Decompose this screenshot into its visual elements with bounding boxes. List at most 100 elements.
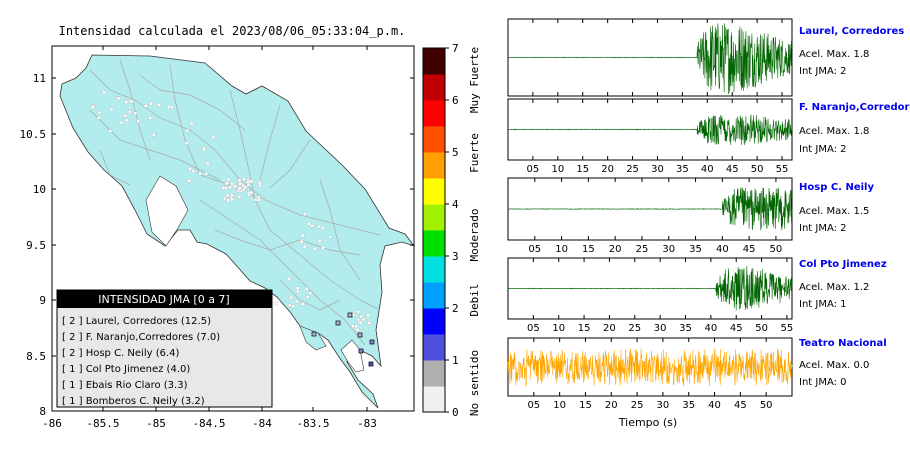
colorbar-segment [423, 178, 445, 205]
colorbar-ticks: 0 1 2 3 4 5 6 7 [452, 42, 459, 419]
town-marker [143, 104, 148, 108]
colorbar-tick: 7 [452, 42, 459, 55]
lon-tick-label: -85.5 [86, 417, 119, 430]
station-marker [347, 312, 353, 318]
time-tick-label: 25 [636, 244, 649, 255]
town-marker [249, 179, 253, 184]
lat-tick-label: 8.5 [26, 350, 46, 363]
town-marker [237, 195, 241, 199]
time-tick-label: 05 [527, 400, 540, 411]
town-marker [328, 235, 332, 239]
lat-tick-label: 10.5 [20, 128, 47, 141]
town-marker [226, 198, 231, 202]
jma-intensity: Int JMA: 2 [799, 223, 847, 234]
lat-tick-label: 8 [39, 405, 46, 418]
time-tick-label: 15 [578, 323, 591, 334]
town-marker [237, 186, 242, 190]
time-tick-label: 10 [551, 164, 564, 175]
time-tick-label: 20 [603, 323, 616, 334]
town-marker [185, 129, 189, 133]
town-marker [128, 110, 132, 114]
station-marker [357, 332, 363, 338]
colorbar-tick: 6 [452, 94, 459, 107]
town-marker [302, 244, 307, 249]
category-label: Moderado [468, 209, 481, 262]
town-marker [289, 295, 294, 300]
town-marker [116, 96, 121, 100]
colorbar-tick: 3 [452, 250, 459, 263]
station-name: Col Pto Jimenez [799, 259, 887, 270]
station-marker [369, 339, 375, 345]
town-marker [189, 121, 194, 126]
town-marker [119, 121, 124, 125]
time-tick-label: 05 [528, 244, 541, 255]
town-marker [246, 182, 251, 187]
roads-layer [89, 59, 381, 346]
time-axis-label: Tiempo (s) [618, 416, 677, 429]
time-tick-label: 15 [576, 164, 589, 175]
town-marker [202, 147, 206, 152]
town-marker [313, 246, 317, 251]
intensity-colorbar [422, 47, 449, 413]
town-marker [321, 245, 325, 250]
jma-intensity: Int JMA: 2 [799, 66, 847, 77]
colorbar-segment [423, 386, 445, 413]
town-marker [228, 185, 232, 189]
waveform-trace [507, 114, 793, 145]
time-tick-label: 10 [555, 244, 568, 255]
town-marker [295, 299, 299, 304]
accel-max: Acel. Max. 0.0 [799, 360, 869, 371]
waveform-trace [507, 348, 793, 386]
town-marker [237, 178, 242, 183]
town-marker [151, 132, 156, 137]
time-tick-label: 35 [679, 323, 692, 334]
town-marker [170, 105, 174, 110]
town-marker [354, 324, 358, 328]
seismogram-labels: Laurel, Corredores Acel. Max. 1.8 Int JM… [799, 26, 910, 388]
lon-tick-label: -85 [146, 417, 166, 430]
category-label: No sentido [468, 350, 481, 416]
time-tick-label: 30 [662, 244, 675, 255]
town-marker [222, 197, 227, 201]
town-marker [191, 169, 196, 174]
colorbar-segment [423, 230, 445, 257]
seismogram-panels: 05 10 15 20 25 30 35 40 45 50 55 05 10 15 20 25 30 35 40 45… [507, 18, 793, 411]
time-tick-label: 45 [734, 400, 747, 411]
town-marker [102, 90, 106, 95]
town-marker [258, 183, 262, 188]
town-marker [123, 113, 128, 118]
category-label: Muy Fuerte [468, 47, 481, 113]
town-marker [274, 301, 278, 306]
station-markers [311, 312, 375, 367]
town-marker [241, 177, 246, 181]
town-marker [308, 291, 313, 295]
town-marker [230, 181, 234, 186]
station-marker [335, 320, 341, 326]
town-marker [305, 287, 309, 291]
town-marker [295, 286, 300, 290]
town-marker [125, 118, 129, 123]
golfo-dulce [340, 339, 365, 373]
town-marker [205, 161, 210, 166]
town-marker [351, 324, 355, 328]
town-marker [291, 304, 295, 308]
lon-tick-label: -84 [252, 417, 272, 430]
legend-item: [ 1 ] Bomberos C. Neily (3.2) [62, 396, 205, 407]
town-marker [300, 240, 304, 244]
town-marker [225, 193, 230, 198]
colorbar-segment [423, 360, 445, 387]
accel-max: Acel. Max. 1.2 [799, 282, 869, 293]
time-tick-label: 55 [776, 164, 789, 175]
town-marker [204, 171, 209, 176]
time-tick-label: 50 [755, 323, 768, 334]
time-tick-label: 45 [726, 164, 739, 175]
town-marker [148, 116, 152, 120]
town-marker [301, 233, 305, 238]
time-tick-label: 50 [770, 244, 783, 255]
town-marker [109, 107, 114, 112]
town-marker [359, 314, 363, 319]
time-tick-label: 30 [651, 164, 664, 175]
time-tick-label: 35 [689, 244, 702, 255]
